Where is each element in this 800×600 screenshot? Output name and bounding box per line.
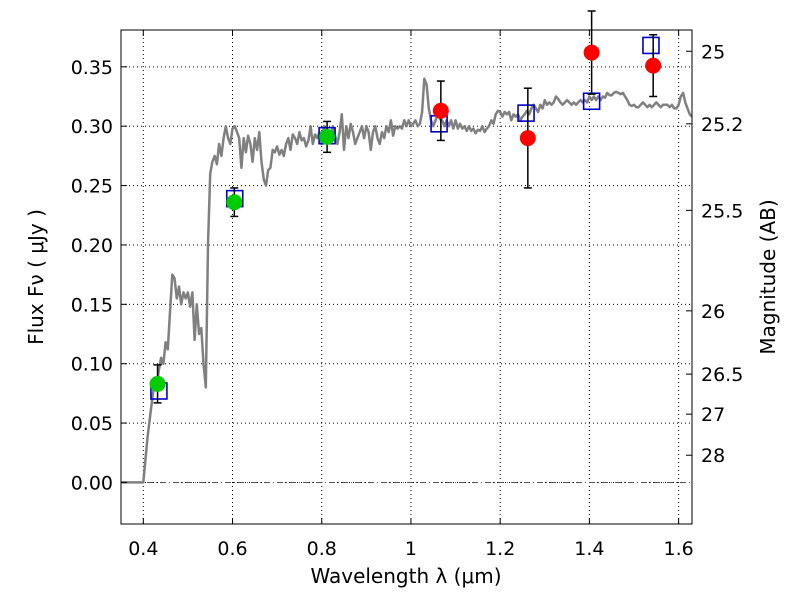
marker-layer: [149, 10, 662, 404]
x-tick-label: 0.6: [217, 538, 247, 560]
plot-frame: [120, 29, 693, 525]
y-tick-label: 0.35: [71, 57, 113, 79]
model-square-marker: [642, 36, 660, 55]
photometry-point: [149, 375, 166, 392]
photometry-point: [645, 57, 662, 74]
photometry-point: [519, 130, 536, 147]
y-tick-label: 0.10: [71, 354, 113, 376]
photometry-point: [583, 44, 600, 61]
right-tick-label: 27: [701, 404, 725, 426]
x-tick-label: 0.4: [128, 538, 158, 560]
tick-layer: [121, 30, 692, 524]
y-tick-label: 0.25: [71, 176, 113, 198]
x-tick-label: 1: [405, 538, 417, 560]
x-tick-label: 1.4: [574, 538, 604, 560]
right-tick-labels: 25 25.2 25.5 26 26.5 27 28: [701, 41, 743, 467]
x-tick-label: 1.2: [485, 538, 515, 560]
y-tick-label: 0.30: [71, 116, 113, 138]
right-tick-label: 28: [701, 445, 725, 467]
photometry-point: [226, 194, 243, 211]
right-tick-label: 26: [701, 301, 725, 323]
y-tick-label: 0.15: [71, 294, 113, 316]
photometry-point: [319, 128, 336, 145]
y-tick-label: 0.05: [71, 413, 113, 435]
right-tick-label: 25.2: [701, 114, 743, 136]
y-tick-label: 0.20: [71, 235, 113, 257]
right-tick-label: 25.5: [701, 200, 743, 222]
right-axis-label: Magnitude (AB): [756, 199, 780, 354]
x-tick-label: 0.8: [307, 538, 337, 560]
y-tick-labels: 0.00 0.05 0.10 0.15 0.20 0.25 0.30 0.35: [71, 57, 113, 495]
right-tick-label: 26.5: [701, 364, 743, 386]
photometry-point: [432, 102, 449, 119]
x-tick-labels: 0.4 0.6 0.8 1 1.2 1.4 1.6: [128, 538, 694, 560]
x-axis-label: Wavelength λ (μm): [310, 564, 501, 588]
y-axis-label: Flux Fν ( μJy ): [24, 209, 48, 345]
right-tick-label: 25: [701, 41, 725, 63]
model-square-marker: [517, 104, 535, 122]
y-tick-label: 0.00: [71, 472, 113, 494]
x-tick-label: 1.6: [664, 538, 694, 560]
